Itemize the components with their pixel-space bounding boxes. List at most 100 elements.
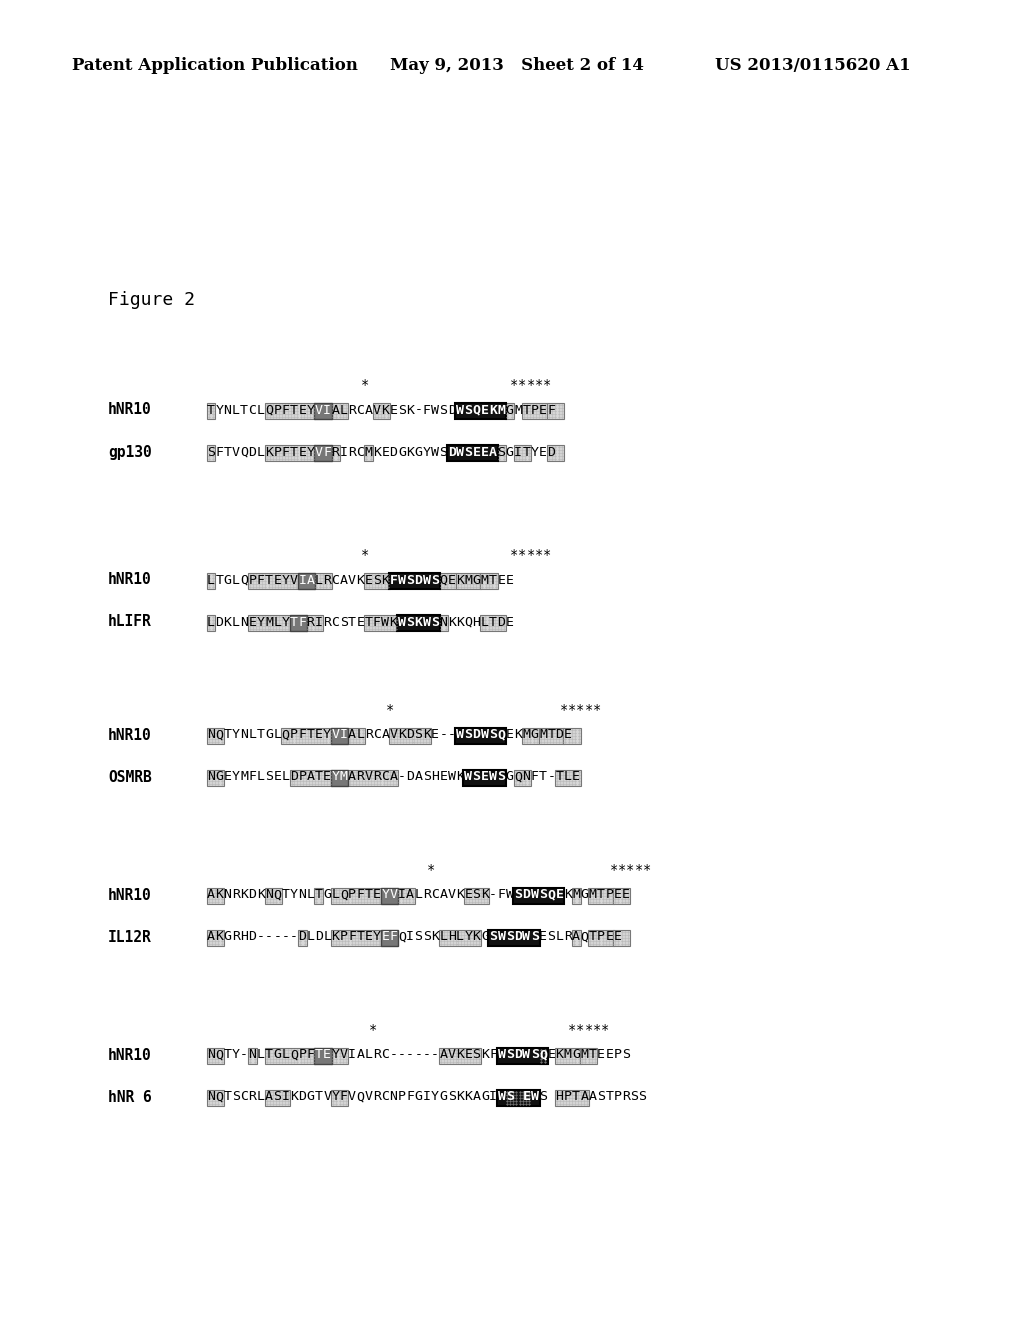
Text: G: G [306,1090,314,1104]
Bar [207,445,215,461]
Text: P: P [298,1048,306,1061]
Text: W: W [381,615,389,628]
Text: Y: Y [332,1090,340,1104]
Text: A: A [332,404,340,417]
Text: E: E [464,888,472,902]
Text: H: H [473,615,480,628]
Text: F: F [249,771,256,784]
Text: R: R [324,573,331,586]
Bar [480,573,498,589]
Text: T: T [539,771,547,784]
Text: T: T [315,1090,323,1104]
Bar [539,729,564,744]
Text: W: W [489,771,498,784]
Text: G: G [481,1090,488,1104]
Text: A: A [306,771,314,784]
Text: V: V [373,404,381,417]
Text: M: M [265,615,273,628]
Text: Figure 2: Figure 2 [108,290,195,309]
Text: Y: Y [381,888,389,902]
Text: N: N [522,771,530,784]
Text: G: G [572,1048,581,1061]
Text: L: L [249,729,256,742]
Text: M: M [365,446,373,458]
Text: D: D [547,446,555,458]
Text: *: * [577,1023,585,1038]
Bar [207,403,215,418]
Text: S: S [539,1090,547,1104]
Text: E: E [613,931,622,944]
Text: R: R [231,888,240,902]
Text: T: T [282,888,290,902]
Text: -: - [431,1048,439,1061]
Text: D: D [498,615,506,628]
Text: Q: Q [398,931,406,944]
Text: W: W [506,888,514,902]
Bar [497,1048,548,1064]
Text: F: F [489,1048,498,1061]
Text: T: T [215,573,223,586]
Text: A: A [489,446,498,458]
Text: I: I [340,729,348,742]
Text: V: V [447,888,456,902]
Text: hNR10: hNR10 [108,403,152,417]
Text: G: G [439,1090,447,1104]
Text: L: L [231,404,240,417]
Text: A: A [306,573,314,586]
Bar [497,445,506,461]
Text: G: G [506,404,514,417]
Bar [439,1048,481,1064]
Text: L: L [415,888,423,902]
Text: V: V [231,446,240,458]
Text: V: V [290,573,298,586]
Text: E: E [481,404,488,417]
Text: hNR10: hNR10 [108,573,152,587]
Text: N: N [241,729,248,742]
Text: L: L [231,615,240,628]
Text: N: N [207,771,215,784]
Text: Q: Q [539,1048,547,1061]
Text: S: S [407,615,414,628]
Text: G: G [581,888,589,902]
Text: F: F [324,446,331,458]
Text: F: F [282,404,290,417]
Text: E: E [481,771,488,784]
Text: -: - [389,1048,397,1061]
Bar [207,1048,223,1064]
Text: F: F [306,1048,314,1061]
Text: S: S [489,931,498,944]
Text: V: V [447,1048,456,1061]
Text: -: - [398,1048,406,1061]
Text: A: A [381,729,389,742]
Text: E: E [249,615,256,628]
Text: D: D [249,446,256,458]
Text: *: * [568,704,577,717]
Text: I: I [423,1090,431,1104]
Bar [480,615,506,631]
Text: Y: Y [282,573,290,586]
Bar [397,888,415,904]
Text: E: E [365,573,373,586]
Text: E: E [572,771,581,784]
Text: E: E [506,729,514,742]
Text: Q: Q [241,446,248,458]
Bar [373,403,389,418]
Text: W: W [431,404,439,417]
Text: T: T [365,615,373,628]
Bar [365,615,398,631]
Text: Y: Y [231,729,240,742]
Text: V: V [324,1090,331,1104]
Text: G: G [506,771,514,784]
Text: D: D [249,888,256,902]
Bar [248,615,290,631]
Text: E: E [381,931,389,944]
Text: K: K [447,615,456,628]
Text: E: E [605,1048,613,1061]
Text: I: I [514,446,522,458]
Text: K: K [407,404,414,417]
Text: T: T [265,1048,273,1061]
Text: Y: Y [290,888,298,902]
Text: M: M [572,888,581,902]
Bar [331,1090,348,1106]
Text: L: L [207,615,215,628]
